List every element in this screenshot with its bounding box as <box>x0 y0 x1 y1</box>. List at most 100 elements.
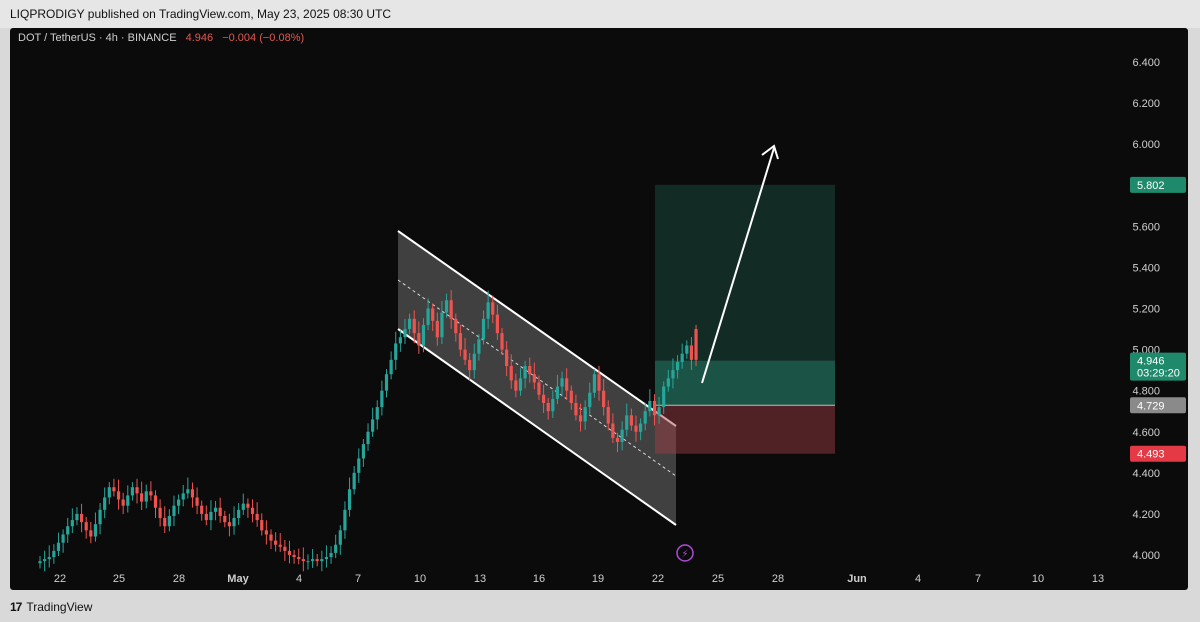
candle-body <box>394 343 398 360</box>
candle-body <box>685 345 689 354</box>
x-tick-label: 10 <box>1032 573 1044 585</box>
x-tick-label: 19 <box>592 573 604 585</box>
candle-body <box>158 507 162 519</box>
candle-body <box>468 359 472 371</box>
symbol-legend[interactable]: DOT / TetherUS · 4h · BINANCE 4.946 −0.0… <box>18 32 304 44</box>
candle-body <box>135 487 139 494</box>
candle-body <box>454 318 458 334</box>
candle-body <box>130 487 134 496</box>
candle-body <box>629 415 633 426</box>
price-label-stop <box>1130 445 1186 462</box>
candle-body <box>144 491 148 502</box>
candle-body <box>292 555 296 558</box>
candle-body <box>694 329 698 360</box>
candle-body <box>255 513 259 521</box>
candle-body <box>315 559 319 562</box>
candle-body <box>190 489 195 498</box>
x-tick-label: 13 <box>1092 573 1104 585</box>
candle-body <box>223 515 227 523</box>
candle-body <box>371 419 375 432</box>
price-label-text: 4.729 <box>1137 400 1165 412</box>
candle-body <box>528 366 532 375</box>
profit-zone <box>655 360 835 406</box>
candle-body <box>615 437 620 443</box>
candle-body <box>98 509 102 525</box>
symbol-change: −0.004 (−0.08%) <box>222 32 305 44</box>
candle-body <box>449 300 453 319</box>
price-label-text: 4.493 <box>1137 449 1165 461</box>
candle-body <box>500 333 504 350</box>
candle-body <box>565 378 569 391</box>
candle-body <box>278 544 282 547</box>
candle-body <box>70 520 74 527</box>
candle-body <box>384 374 389 391</box>
candle-body <box>232 518 236 527</box>
candle-body <box>602 390 606 408</box>
candle-body <box>167 515 171 527</box>
candle-body <box>643 411 647 424</box>
candle-body <box>324 557 329 560</box>
x-tick-label: 28 <box>173 573 185 585</box>
candle-body <box>52 550 56 558</box>
x-tick-label: 10 <box>414 573 426 585</box>
candle-body <box>440 312 444 338</box>
x-tick-label: 25 <box>712 573 724 585</box>
candle-body <box>546 402 550 412</box>
chart-panel[interactable]: 6.4006.2006.0005.8005.6005.4005.2005.000… <box>10 28 1188 590</box>
x-tick-label: May <box>227 573 249 585</box>
candle-body <box>320 559 324 562</box>
x-tick-label: 4 <box>915 573 921 585</box>
candle-body <box>56 542 61 551</box>
candle-body <box>204 513 208 521</box>
candle-body <box>264 530 268 535</box>
price-chart[interactable]: 6.4006.2006.0005.8005.6005.4005.2005.000… <box>10 28 1188 590</box>
candle-body <box>177 499 181 506</box>
projection-arrowhead <box>761 144 779 160</box>
candle-body <box>611 423 615 438</box>
candle-body <box>126 495 130 506</box>
candle-body <box>639 423 643 432</box>
candle-body <box>408 318 412 330</box>
y-tick-label: 6.200 <box>1132 98 1160 110</box>
candle-body <box>227 522 232 527</box>
x-tick-label: 4 <box>296 573 302 585</box>
candle-body <box>495 314 499 334</box>
candle-body <box>444 300 449 313</box>
candle-body <box>306 561 310 563</box>
footer-brand: TradingView <box>26 600 93 614</box>
candle-body <box>463 349 467 360</box>
candle-body <box>537 382 541 395</box>
price-label-entry <box>1130 397 1186 414</box>
candle-body <box>569 390 573 403</box>
candle-body <box>477 339 481 354</box>
candle-body <box>343 509 347 531</box>
candle-body <box>583 407 587 422</box>
candle-body <box>389 359 393 375</box>
candle-body <box>163 518 167 527</box>
candle-body <box>287 550 292 555</box>
y-tick-label: 4.600 <box>1132 427 1160 439</box>
candle-body <box>310 559 315 562</box>
candle-body <box>38 561 42 564</box>
candle-body <box>514 380 518 391</box>
candle-body <box>283 546 287 551</box>
x-tick-label: Jun <box>847 573 867 585</box>
candle-body <box>297 557 301 560</box>
y-tick-label: 4.800 <box>1132 386 1160 398</box>
candle-body <box>75 513 79 521</box>
candle-body <box>481 318 486 340</box>
candle-body <box>172 505 176 516</box>
channel-mid-line <box>397 279 677 477</box>
price-label-text: 4.946 <box>1137 356 1165 368</box>
stop-zone <box>655 405 835 454</box>
candle-body <box>140 493 144 502</box>
publish-text: LIQPRODIGY published on TradingView.com,… <box>10 7 392 21</box>
publish-bar: LIQPRODIGY published on TradingView.com,… <box>0 0 1200 28</box>
symbol-price: 4.946 <box>185 32 214 44</box>
x-tick-label: 16 <box>533 573 545 585</box>
candle-body <box>89 530 93 537</box>
y-tick-label: 6.400 <box>1132 57 1160 69</box>
x-tick-label: 7 <box>355 573 361 585</box>
x-tick-label: 22 <box>54 573 66 585</box>
